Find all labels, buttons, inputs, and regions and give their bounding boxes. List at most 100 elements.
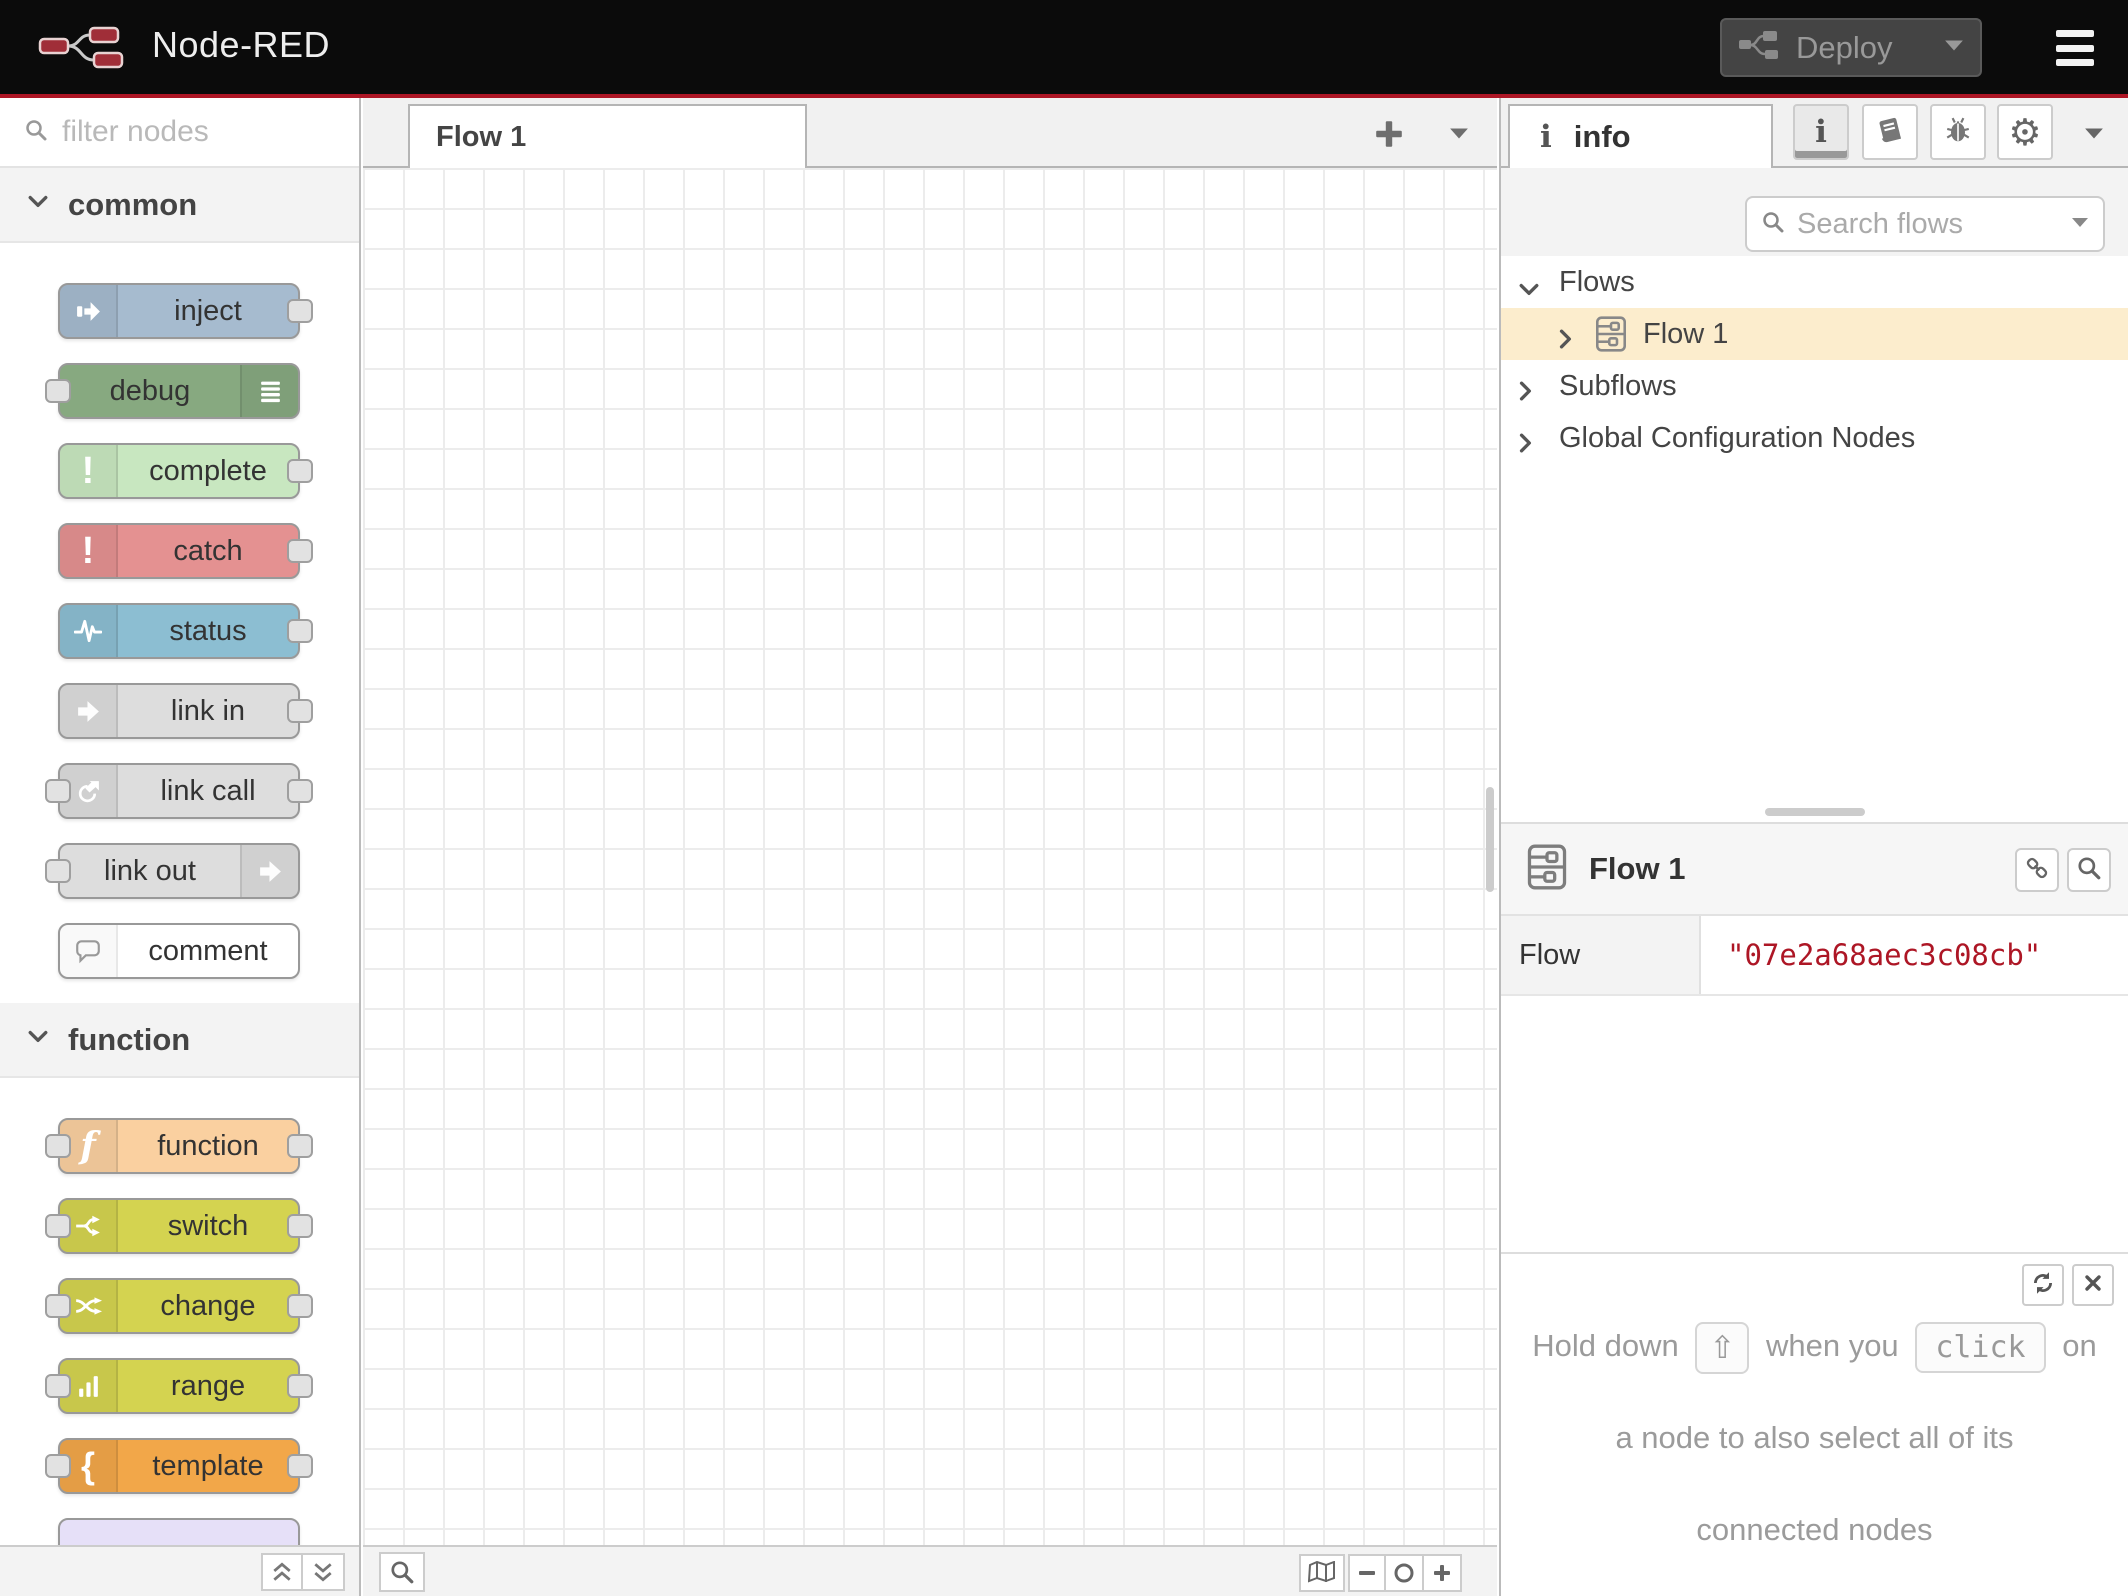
canvas-vertical-scrollbar[interactable] <box>1486 787 1494 892</box>
tree-row-flow1[interactable]: Flow 1 <box>1501 308 2128 360</box>
chevron-right-icon[interactable] <box>1519 376 1533 409</box>
palette-section-label: common <box>68 186 198 222</box>
sidebar-resize-handle[interactable] <box>1764 808 1865 816</box>
flow-detail-title: Flow 1 <box>1589 851 1686 886</box>
palette-node-label: change <box>160 1289 256 1322</box>
palette-node-debug[interactable]: debug <box>45 363 300 419</box>
tree-row-flows[interactable]: Flows <box>1501 256 2128 308</box>
copy-link-button[interactable] <box>2015 848 2059 892</box>
close-tip-button[interactable] <box>2072 1264 2114 1306</box>
link-chain-icon <box>2024 855 2050 886</box>
book-icon <box>1876 116 1904 149</box>
palette-node-function[interactable]: f function <box>45 1118 313 1174</box>
zoom-controls <box>1348 1554 1462 1592</box>
tree-label-subflows: Subflows <box>1559 369 1677 402</box>
palette-section-nodes: inject debug ! complete ! catch status link in l… <box>0 243 359 979</box>
chevron-down-icon[interactable] <box>1519 272 1539 305</box>
bug-icon <box>1944 116 1972 149</box>
palette-node-label: link call <box>160 774 256 807</box>
tip-line3: connected nodes <box>1696 1512 1933 1547</box>
sidebar: i info i ⚙ <box>1499 98 2128 1596</box>
header-accent-line <box>0 94 2128 98</box>
palette-node-label: function <box>157 1129 259 1162</box>
info-tab-label: info <box>1573 119 1631 154</box>
filter-nodes-input[interactable] <box>62 115 332 149</box>
chevron-right-icon[interactable] <box>1519 428 1533 461</box>
node-port-right <box>287 699 313 723</box>
palette-node-link call[interactable]: link call <box>45 763 313 819</box>
next-tip-button[interactable] <box>2022 1264 2064 1306</box>
node-port-right <box>287 1214 313 1238</box>
palette-node-comment[interactable]: comment <box>58 923 300 979</box>
palette-node-link out[interactable]: link out <box>45 843 300 899</box>
palette-node-change[interactable]: change <box>45 1278 313 1334</box>
palette-node-link in[interactable]: link in <box>58 683 313 739</box>
sidebar-debug-button[interactable] <box>1930 104 1986 160</box>
tip-line1-suffix: on <box>2062 1328 2097 1363</box>
sidebar-help-button[interactable] <box>1862 104 1918 160</box>
chevron-down-icon <box>28 195 48 214</box>
search-flows-box[interactable] <box>1745 196 2105 252</box>
refresh-icon <box>2031 1271 2055 1300</box>
palette-node-label: template <box>152 1449 264 1482</box>
zoom-reset-button[interactable] <box>1386 1554 1424 1592</box>
node-port-left <box>45 1134 71 1158</box>
hamburger-bar <box>2056 59 2094 66</box>
palette-node-label: link out <box>104 854 196 887</box>
flow-list-caret-icon[interactable] <box>1449 126 1469 145</box>
palette-footer <box>0 1545 359 1596</box>
workspace: Flow 1 <box>363 98 1497 1596</box>
sidebar-menu-caret-icon[interactable] <box>2084 126 2104 145</box>
palette-section-common[interactable]: common <box>0 168 359 243</box>
tree-row-subflows[interactable]: Subflows <box>1501 360 2128 412</box>
palette-node-switch[interactable]: switch <box>45 1198 313 1254</box>
tree-label-flow1: Flow 1 <box>1643 317 1729 350</box>
collapse-all-categories-button[interactable] <box>261 1553 303 1591</box>
add-flow-button[interactable] <box>1369 114 1409 154</box>
palette-node-status[interactable]: status <box>58 603 313 659</box>
palette-node-partial[interactable] <box>58 1518 300 1545</box>
chevron-right-icon[interactable] <box>1559 324 1573 357</box>
reveal-in-search-button[interactable] <box>2067 848 2111 892</box>
info-icon: i <box>1540 119 1552 155</box>
flow-canvas[interactable] <box>363 168 1497 1545</box>
palette-node-complete[interactable]: ! complete <box>58 443 313 499</box>
deploy-button[interactable]: Deploy <box>1720 18 1982 77</box>
palette-node-label: inject <box>174 294 242 327</box>
palette-node-range[interactable]: range <box>45 1358 313 1414</box>
comment-bubble-icon <box>60 925 118 977</box>
main-menu-button[interactable] <box>2052 28 2098 68</box>
palette-node-inject[interactable]: inject <box>58 283 313 339</box>
node-red-logo-icon <box>36 22 136 77</box>
sidebar-config-button[interactable]: ⚙ <box>1997 104 2053 160</box>
node-port-right <box>287 1294 313 1318</box>
tab-flow-1[interactable]: Flow 1 <box>408 104 807 168</box>
palette-section-function[interactable]: function <box>0 1003 359 1078</box>
node-port-left <box>45 859 71 883</box>
chevron-down-icon <box>28 1030 48 1049</box>
sidebar-tabbar: i info i ⚙ <box>1501 98 2128 168</box>
zoom-in-button[interactable] <box>1424 1554 1462 1592</box>
zoom-out-button[interactable] <box>1348 1554 1386 1592</box>
deploy-options-caret-icon[interactable] <box>1944 38 1964 57</box>
palette-node-label: debug <box>109 374 191 407</box>
node-port-left <box>45 1454 71 1478</box>
tab-info[interactable]: i info <box>1508 104 1773 168</box>
palette-node-template[interactable]: {template <box>45 1438 313 1494</box>
tip-text: Hold down ⇧ when you click on a node to … <box>1521 1300 2108 1576</box>
exclamation-icon: ! <box>60 445 118 497</box>
node-port-right <box>287 779 313 803</box>
search-flows-input[interactable] <box>1797 207 2059 241</box>
sidebar-info-button[interactable]: i <box>1793 104 1849 160</box>
navigator-map-button[interactable] <box>1299 1554 1345 1592</box>
search-icon <box>24 118 48 147</box>
tree-row-global-config[interactable]: Global Configuration Nodes <box>1501 412 2128 464</box>
canvas-search-button[interactable] <box>379 1552 425 1592</box>
flow-icon <box>1527 844 1567 895</box>
flow-id-value: "07e2a68aec3c08cb" <box>1727 938 2042 972</box>
expand-all-categories-button[interactable] <box>303 1553 345 1591</box>
flow-detail-header: Flow 1 <box>1501 822 2128 916</box>
palette-node-catch[interactable]: ! catch <box>58 523 313 579</box>
chevron-down-icon[interactable] <box>2071 215 2089 233</box>
palette-node-label <box>60 1520 298 1545</box>
